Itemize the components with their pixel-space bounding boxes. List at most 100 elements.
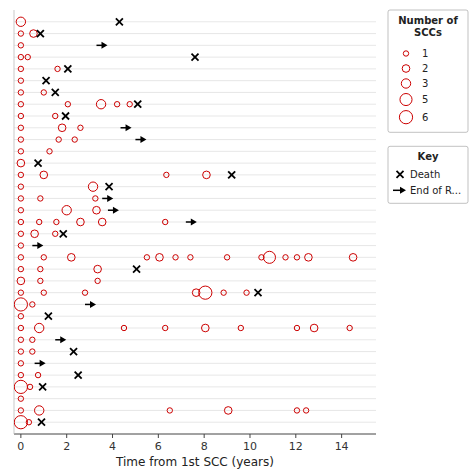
x-axis-label: Time from 1st SCC (years) <box>115 455 274 469</box>
grid-line <box>14 151 376 152</box>
scc-event <box>18 90 23 95</box>
scc-event <box>310 324 318 332</box>
scc-event <box>203 171 211 179</box>
grid-line <box>14 363 376 364</box>
grid-line <box>14 33 376 34</box>
scc-event <box>31 230 39 238</box>
scc-event <box>18 54 23 59</box>
scc-event <box>18 219 23 224</box>
scc-event <box>167 408 172 413</box>
x-stroke <box>43 77 50 84</box>
scc-event <box>144 255 149 260</box>
scc-event <box>67 254 75 262</box>
legend-marker <box>397 171 404 178</box>
x-stroke <box>106 183 113 190</box>
scc-event <box>40 171 48 179</box>
x-tick <box>158 434 159 438</box>
scc-event <box>18 231 23 236</box>
scc-event <box>30 302 35 307</box>
x-stroke <box>60 230 67 237</box>
death-marker <box>70 348 77 355</box>
x-tick <box>66 434 67 438</box>
x-stroke <box>62 113 69 120</box>
legend-frame <box>388 146 468 203</box>
x-stroke <box>62 113 69 120</box>
chart: 02468101214 Time from 1st SCC (years) Numb… <box>0 0 474 474</box>
x-axis-line <box>14 434 376 435</box>
death-marker <box>37 30 44 37</box>
scc-event <box>30 337 35 342</box>
scc-event <box>18 243 23 248</box>
scc-event <box>37 219 42 224</box>
grid-line <box>14 410 376 411</box>
scc-event <box>283 255 288 260</box>
x-stroke <box>255 289 262 296</box>
arrow-head <box>113 207 119 214</box>
x-stroke <box>133 266 140 273</box>
scc-event <box>121 325 126 330</box>
x-stroke <box>39 383 46 390</box>
end-of-record-marker <box>96 42 107 49</box>
scc-event <box>41 255 46 260</box>
x-tick <box>295 434 296 438</box>
scc-event <box>62 206 71 215</box>
size-legend: Number ofSCCs12356 <box>388 10 468 132</box>
x-stroke <box>70 348 77 355</box>
scc-event <box>18 255 23 260</box>
x-tick-label: 4 <box>109 440 116 453</box>
scc-event <box>16 17 25 26</box>
x-stroke <box>52 89 59 96</box>
scc-event <box>18 314 23 319</box>
x-axis: 02468101214 <box>14 434 376 453</box>
grid-line <box>14 210 376 211</box>
grid-line <box>14 339 376 340</box>
x-stroke <box>228 171 235 178</box>
death-marker <box>192 54 199 61</box>
x-tick <box>204 434 205 438</box>
scc-event <box>18 325 23 330</box>
x-stroke <box>39 383 46 390</box>
scc-event <box>347 325 352 330</box>
scc-event <box>47 149 52 154</box>
scc-event <box>18 266 23 271</box>
arrow-head <box>191 219 197 226</box>
scc-event <box>54 219 59 224</box>
scc-event <box>18 125 23 130</box>
scc-event <box>173 255 178 260</box>
scc-event <box>53 113 58 118</box>
end-of-record-marker <box>55 336 66 343</box>
scc-event <box>53 231 58 236</box>
scc-event <box>27 384 32 389</box>
scc-event <box>18 172 23 177</box>
scc-event <box>199 286 212 299</box>
death-marker <box>38 419 45 426</box>
scc-event <box>238 325 243 330</box>
death-marker <box>45 313 52 320</box>
grid-line <box>14 422 376 423</box>
scc-event <box>18 337 23 342</box>
x-stroke <box>43 77 50 84</box>
legend-marker <box>399 111 412 124</box>
scc-event <box>18 113 23 118</box>
scc-event <box>35 323 44 332</box>
x-tick-label: 14 <box>335 440 349 453</box>
x-stroke <box>255 289 262 296</box>
x-tick-label: 10 <box>243 440 257 453</box>
x-stroke <box>37 30 44 37</box>
scc-event <box>55 66 60 71</box>
grid-line <box>14 233 376 234</box>
scc-event <box>221 290 226 295</box>
x-stroke <box>52 89 59 96</box>
scc-event <box>127 102 132 107</box>
scc-event <box>35 372 40 377</box>
death-marker <box>228 171 235 178</box>
x-stroke <box>70 348 77 355</box>
scc-event <box>18 361 23 366</box>
grid-line <box>14 292 376 293</box>
arrow-head <box>37 242 43 249</box>
x-stroke <box>45 313 52 320</box>
scc-event <box>18 408 23 413</box>
legend-label: 2 <box>422 63 428 74</box>
x-stroke <box>116 18 123 25</box>
scc-event <box>17 159 25 167</box>
